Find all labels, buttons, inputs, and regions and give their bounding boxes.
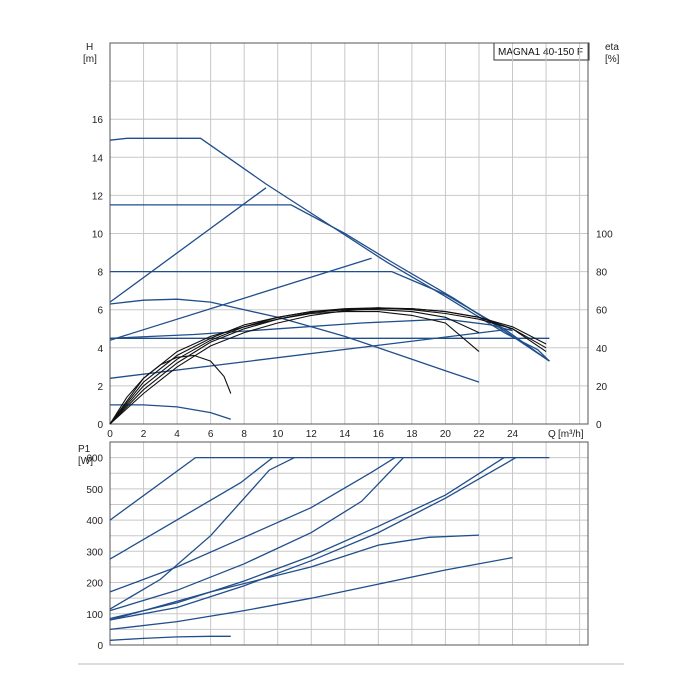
power-axis-label: P1	[78, 444, 91, 455]
head-axis-label: H	[86, 42, 93, 53]
head-curve	[109, 257, 372, 341]
head-curve	[109, 318, 513, 339]
power-curve	[109, 556, 513, 631]
power-curve	[109, 457, 517, 621]
efficiency-curve	[109, 308, 547, 425]
head-curve	[109, 328, 513, 379]
head-curve	[109, 298, 480, 383]
power-curve	[109, 457, 404, 612]
power-tick-label: 300	[86, 547, 103, 558]
flow-axis-label: Q	[548, 429, 556, 440]
head-tick-label: 12	[92, 191, 104, 202]
head-panel-frame	[109, 42, 589, 425]
flow-tick-label: 4	[174, 429, 180, 440]
power-curve	[109, 456, 550, 521]
eta-tick-label: 20	[596, 382, 608, 393]
head-panel-grid	[109, 42, 589, 425]
head-panel-curves	[109, 137, 550, 425]
power-panel-ticks: 0 100 200 300 400 500 600	[86, 454, 103, 652]
flow-tick-label: 16	[373, 429, 385, 440]
efficiency-curve	[109, 354, 232, 425]
flow-tick-label: 10	[272, 429, 284, 440]
head-tick-label: 8	[97, 268, 103, 279]
power-curve	[109, 457, 295, 610]
power-curve	[109, 534, 480, 621]
flow-tick-label: 0	[107, 429, 113, 440]
head-curve	[109, 187, 267, 303]
power-axis-unit: [W]	[78, 456, 93, 467]
power-panel-frame	[109, 441, 589, 646]
flow-tick-label: 8	[241, 429, 247, 440]
efficiency-curve	[109, 309, 480, 425]
eta-tick-label: 60	[596, 306, 608, 317]
head-curve	[110, 204, 550, 362]
eta-tick-label: 40	[596, 344, 608, 355]
eta-tick-label: 0	[596, 420, 602, 431]
head-panel-ticks: 0 2 4 6 8 10 12 14 16 18 20 22 240246810121416020406…	[92, 115, 613, 440]
power-tick-label: 400	[86, 516, 103, 527]
efficiency-curve	[109, 307, 547, 425]
head-tick-label: 6	[97, 306, 103, 317]
eta-axis-unit: [%]	[605, 54, 620, 65]
head-curve	[109, 137, 550, 362]
power-tick-label: 0	[97, 641, 103, 652]
head-curve	[110, 404, 232, 420]
flow-tick-label: 12	[306, 429, 318, 440]
flow-tick-label: 18	[406, 429, 418, 440]
flow-tick-label: 20	[440, 429, 452, 440]
flow-axis-unit: [m³/h]	[558, 429, 584, 440]
head-tick-label: 10	[92, 230, 104, 241]
eta-tick-label: 80	[596, 268, 608, 279]
power-panel-grid	[109, 441, 589, 646]
flow-tick-label: 22	[473, 429, 485, 440]
power-tick-label: 600	[86, 454, 103, 465]
power-curve	[109, 457, 396, 593]
model-label: MAGNA1 40-150 F	[498, 47, 583, 58]
head-curve	[110, 270, 550, 362]
head-axis-unit: [m]	[83, 54, 97, 65]
eta-axis-label: eta	[605, 42, 619, 53]
head-tick-label: 0	[97, 420, 103, 431]
eta-tick-label: 100	[596, 230, 613, 241]
power-curve	[109, 635, 231, 641]
flow-tick-label: 6	[208, 429, 214, 440]
power-tick-label: 200	[86, 579, 103, 590]
head-tick-label: 4	[97, 344, 103, 355]
power-panel-curves	[109, 456, 550, 641]
power-tick-label: 500	[86, 485, 103, 496]
head-tick-label: 16	[92, 115, 104, 126]
power-tick-label: 100	[86, 610, 103, 621]
head-tick-label: 2	[97, 382, 103, 393]
power-curve	[109, 457, 505, 620]
efficiency-curve	[109, 311, 480, 425]
flow-tick-label: 14	[339, 429, 351, 440]
head-tick-label: 14	[92, 153, 104, 164]
power-curve	[109, 457, 274, 560]
flow-tick-label: 24	[507, 429, 519, 440]
flow-tick-label: 2	[141, 429, 147, 440]
